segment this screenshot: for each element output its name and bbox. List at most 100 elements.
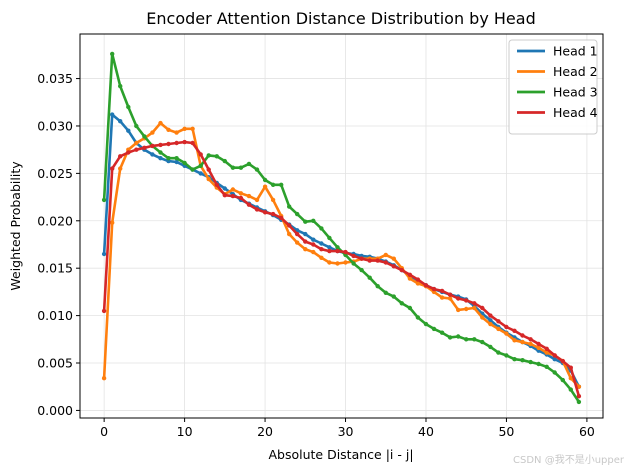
data-point	[536, 341, 541, 347]
data-point	[287, 231, 292, 237]
x-tick-label: 0	[100, 424, 108, 439]
data-point	[126, 104, 131, 110]
data-point	[214, 154, 219, 159]
data-point	[391, 294, 396, 299]
data-point	[254, 167, 260, 172]
data-point	[536, 361, 541, 367]
data-point	[222, 158, 227, 164]
data-point	[270, 211, 276, 217]
data-point	[222, 193, 227, 198]
data-point	[375, 258, 380, 263]
data-point	[150, 152, 155, 157]
data-point	[383, 290, 388, 295]
data-point	[536, 345, 541, 350]
data-point	[552, 370, 557, 375]
data-point	[150, 130, 155, 135]
data-point	[190, 140, 195, 146]
data-point	[182, 160, 187, 166]
y-tick-label: 0.020	[37, 213, 73, 228]
data-point	[560, 377, 565, 383]
data-point	[576, 399, 582, 405]
data-point	[238, 191, 244, 196]
data-point	[110, 51, 115, 57]
data-point	[246, 193, 252, 199]
data-point	[279, 182, 284, 187]
data-point	[101, 251, 107, 257]
x-tick-label: 20	[257, 424, 273, 439]
data-point	[391, 264, 396, 269]
data-point	[399, 301, 404, 306]
data-point	[158, 150, 163, 155]
data-point	[126, 150, 131, 155]
data-point	[126, 128, 131, 133]
data-point	[560, 358, 565, 364]
data-point	[101, 197, 107, 203]
data-point	[166, 127, 171, 132]
data-point	[190, 167, 195, 172]
data-point	[158, 156, 163, 161]
x-axis-ticks: 0 10 20 30 40 50 60	[100, 418, 595, 439]
data-point	[423, 283, 429, 288]
data-point	[415, 277, 421, 282]
data-point	[480, 305, 485, 311]
data-point	[327, 245, 332, 250]
y-tick-label: 0.000	[37, 403, 73, 418]
y-tick-label: 0.015	[37, 261, 73, 276]
data-point	[174, 156, 179, 161]
data-point	[504, 331, 509, 336]
data-point	[504, 324, 509, 330]
data-point	[166, 156, 171, 161]
data-point	[335, 245, 340, 250]
watermark: CSDN @我不是小upper	[513, 455, 624, 466]
data-point	[270, 182, 276, 187]
data-point	[222, 186, 227, 191]
data-point	[407, 272, 413, 277]
data-point	[407, 305, 413, 311]
legend-box	[508, 39, 598, 135]
data-point	[488, 321, 493, 327]
data-point	[335, 248, 340, 254]
data-point	[311, 249, 316, 255]
data-point	[101, 376, 107, 381]
y-axis-ticks: 0.000 0.005 0.010 0.015 0.020 0.025 0.030 0.035	[37, 71, 80, 418]
data-point	[174, 159, 179, 165]
data-point	[343, 249, 348, 255]
data-point	[576, 394, 582, 399]
data-point	[198, 163, 203, 168]
data-point	[439, 288, 445, 294]
y-tick-label: 0.025	[37, 166, 73, 181]
data-point	[311, 242, 316, 247]
data-point	[254, 207, 260, 212]
data-point	[512, 328, 517, 333]
y-tick-label: 0.035	[37, 71, 73, 86]
data-point	[327, 260, 332, 265]
data-point	[110, 166, 115, 171]
data-point	[198, 152, 203, 157]
data-point	[327, 248, 332, 254]
data-point	[488, 313, 493, 318]
data-point	[279, 215, 284, 221]
data-point	[142, 145, 147, 150]
data-point	[182, 126, 187, 131]
data-point	[351, 261, 356, 266]
x-tick-label: 30	[338, 424, 354, 439]
data-point	[118, 154, 123, 159]
data-point	[544, 346, 549, 351]
data-point	[528, 359, 533, 365]
series-head-4	[101, 139, 582, 399]
data-point	[134, 140, 139, 146]
data-point	[496, 326, 501, 332]
data-point	[391, 256, 396, 261]
x-tick-label: 40	[418, 424, 434, 439]
data-point	[327, 235, 332, 241]
data-point	[496, 319, 501, 324]
data-point	[472, 305, 477, 311]
data-point	[319, 241, 324, 246]
legend-label: Head 3	[553, 85, 598, 100]
data-point	[415, 281, 421, 286]
data-point	[198, 171, 203, 176]
data-point	[544, 350, 549, 355]
y-tick-label: 0.010	[37, 308, 73, 323]
data-point	[480, 315, 485, 320]
data-point	[375, 284, 380, 289]
